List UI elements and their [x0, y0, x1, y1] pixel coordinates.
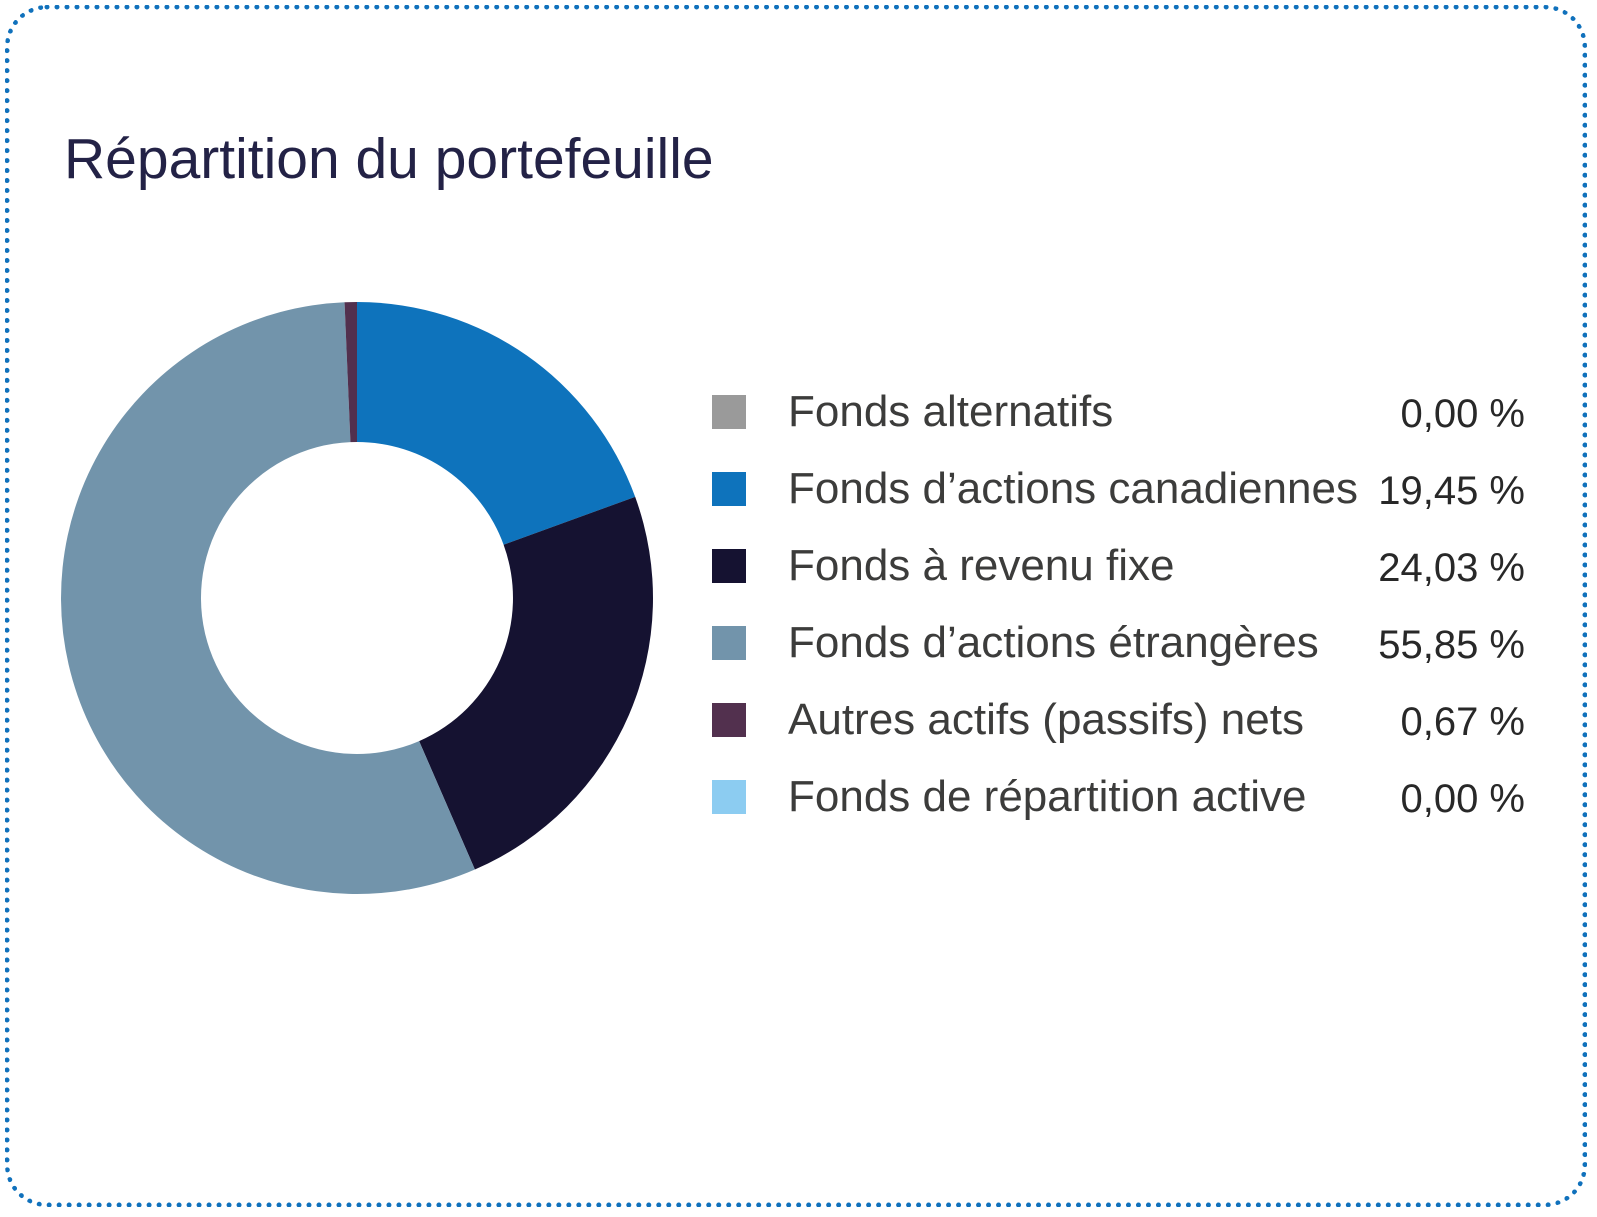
legend-row: Fonds alternatifs 0,00 %: [712, 373, 1525, 450]
legend-swatch: [712, 471, 746, 506]
donut-slice-2: [419, 496, 653, 870]
legend-value: 0,67 %: [1400, 700, 1525, 744]
legend-label: Fonds de répartition active: [788, 771, 1307, 821]
legend-row: Fonds de répartition active 0,00 %: [712, 758, 1525, 835]
donut-slice-1: [357, 302, 636, 545]
page-title: Répartition du portefeuille: [64, 127, 714, 191]
legend-label: Autres actifs (passifs) nets: [788, 694, 1304, 744]
legend-value: 24,03 %: [1378, 546, 1525, 590]
donut-slice-4: [344, 302, 357, 443]
legend-label: Fonds d’actions étrangères: [788, 617, 1319, 667]
legend-row: Fonds d’actions étrangères 55,85 %: [712, 604, 1525, 681]
legend-value: 0,00 %: [1400, 777, 1525, 821]
legend-value: 0,00 %: [1400, 392, 1525, 436]
legend-label: Fonds à revenu fixe: [788, 540, 1175, 590]
legend-swatch: [712, 394, 746, 429]
legend-swatch: [712, 702, 746, 737]
donut-slice-3: [61, 302, 475, 894]
legend-row: Fonds à revenu fixe 24,03 %: [712, 527, 1525, 604]
legend-swatch: [712, 548, 746, 583]
chart-legend: Fonds alternatifs 0,00 % Fonds d’actions…: [712, 373, 1525, 835]
legend-label: Fonds alternatifs: [788, 386, 1114, 436]
legend-row: Autres actifs (passifs) nets 0,67 %: [712, 681, 1525, 758]
legend-label: Fonds d’actions canadiennes: [788, 463, 1358, 513]
legend-value: 55,85 %: [1378, 623, 1525, 667]
donut-chart-svg: [61, 302, 653, 894]
legend-row: Fonds d’actions canadiennes 19,45 %: [712, 450, 1525, 527]
donut-chart: [61, 302, 653, 894]
legend-swatch: [712, 779, 746, 814]
legend-value: 19,45 %: [1378, 469, 1525, 513]
legend-swatch: [712, 625, 746, 660]
